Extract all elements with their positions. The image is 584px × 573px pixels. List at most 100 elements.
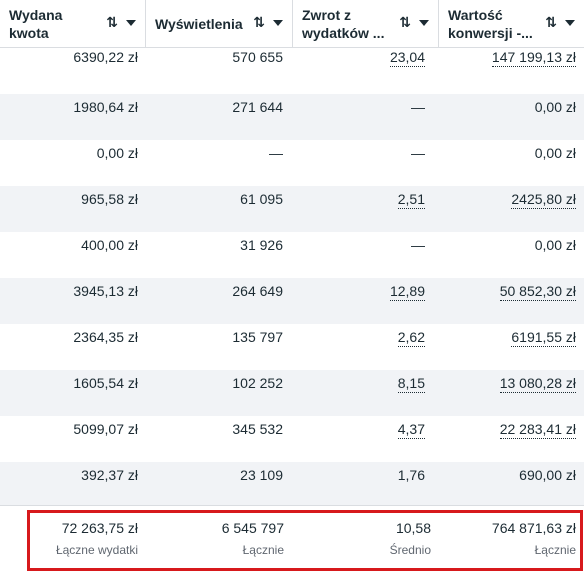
cell-conversion-value: 690,00 zł xyxy=(439,462,576,508)
cell-conversion-value-text: 0,00 zł xyxy=(534,145,576,161)
cell-impressions: — xyxy=(146,140,283,186)
caret-down-icon[interactable] xyxy=(126,19,136,26)
column-header-label: Wartość konwersji -... xyxy=(448,7,533,41)
cell-conversion-value: 0,00 zł xyxy=(439,140,576,186)
cell-roas-text: — xyxy=(411,237,425,253)
cell-spent-text: 1980,64 zł xyxy=(73,99,138,115)
sort-arrows-icon[interactable]: ⇅ xyxy=(399,14,411,30)
column-header-impressions[interactable]: Wyświetlenia ⇅ xyxy=(146,0,293,48)
cell-spent: 965,58 zł xyxy=(0,186,138,232)
cell-impressions-text: 31 926 xyxy=(240,237,283,253)
total-impressions-value: 6 545 797 xyxy=(221,520,284,536)
cell-roas-text[interactable]: 2,51 xyxy=(397,191,425,209)
cell-spent: 1980,64 zł xyxy=(0,94,138,140)
cell-conversion-value-text[interactable]: 22 283,41 zł xyxy=(499,421,576,439)
column-header-label: Wyświetlenia xyxy=(155,16,243,32)
table-row[interactable]: 965,58 zł 61 095 2,51 2425,80 zł xyxy=(0,186,584,232)
cell-impressions: 102 252 xyxy=(146,370,283,416)
cell-conversion-value: 0,00 zł xyxy=(439,94,576,140)
column-header-label: Zwrot z wydatków ... xyxy=(302,7,385,41)
cell-roas: 2,62 xyxy=(293,324,425,370)
cell-roas-text[interactable]: 8,15 xyxy=(397,375,425,393)
cell-roas: 23,04 xyxy=(293,48,425,94)
table-row[interactable]: 1980,64 zł 271 644 — 0,00 zł xyxy=(0,94,584,140)
cell-roas: — xyxy=(293,140,425,186)
cell-roas-text[interactable]: 2,62 xyxy=(397,329,425,347)
cell-spent: 392,37 zł xyxy=(0,462,138,508)
column-header-spent[interactable]: Wydana kwota ⇅ xyxy=(0,0,146,48)
cell-impressions: 264 649 xyxy=(146,278,283,324)
cell-conversion-value-text[interactable]: 147 199,13 zł xyxy=(491,49,576,67)
table-row[interactable]: 392,37 zł 23 109 1,76 690,00 zł xyxy=(0,462,584,508)
cell-impressions: 135 797 xyxy=(146,324,283,370)
table-row[interactable]: 3945,13 zł 264 649 12,89 50 852,30 zł xyxy=(0,278,584,324)
total-spent: 72 263,75 zł Łączne wydatki xyxy=(0,519,138,558)
average-roas-value: 10,58 xyxy=(395,520,431,536)
table-header: Wydana kwota ⇅ Wyświetlenia ⇅ Zwrot z wy… xyxy=(0,0,584,48)
cell-roas-text: — xyxy=(411,99,425,115)
cell-spent: 6390,22 zł xyxy=(0,48,138,94)
cell-impressions: 23 109 xyxy=(146,462,283,508)
cell-conversion-value-text[interactable]: 2425,80 zł xyxy=(511,191,576,209)
cell-conversion-value: 50 852,30 zł xyxy=(439,278,576,324)
cell-conversion-value-text[interactable]: 6191,55 zł xyxy=(511,329,576,347)
cell-roas: 2,51 xyxy=(293,186,425,232)
cell-roas-text[interactable]: 12,89 xyxy=(389,283,425,301)
cell-roas: 12,89 xyxy=(293,278,425,324)
cell-impressions: 570 655 xyxy=(146,48,283,94)
caret-down-icon[interactable] xyxy=(419,19,429,26)
cell-impressions: 345 532 xyxy=(146,416,283,462)
cell-conversion-value-text[interactable]: 13 080,28 zł xyxy=(499,375,576,393)
cell-conversion-value: 13 080,28 zł xyxy=(439,370,576,416)
cell-spent: 0,00 zł xyxy=(0,140,138,186)
totals-highlight-box xyxy=(27,510,583,571)
caret-down-icon[interactable] xyxy=(273,19,283,26)
caret-down-icon[interactable] xyxy=(565,19,575,26)
cell-conversion-value: 6191,55 zł xyxy=(439,324,576,370)
cell-roas: 1,76 xyxy=(293,462,425,508)
table-row[interactable]: 5099,07 zł 345 532 4,37 22 283,41 zł xyxy=(0,416,584,462)
table-row[interactable]: 6390,22 zł 570 655 23,04 147 199,13 zł xyxy=(0,48,584,94)
table-row[interactable]: 1605,54 zł 102 252 8,15 13 080,28 zł xyxy=(0,370,584,416)
cell-spent-text: 6390,22 zł xyxy=(73,49,138,65)
sort-arrows-icon[interactable]: ⇅ xyxy=(253,14,265,30)
cell-conversion-value-text[interactable]: 50 852,30 zł xyxy=(499,283,576,301)
column-header-conversion-value[interactable]: Wartość konwersji -... ⇅ xyxy=(439,0,584,48)
cell-roas: 8,15 xyxy=(293,370,425,416)
cell-impressions-text: 264 649 xyxy=(232,283,283,299)
cell-roas: — xyxy=(293,94,425,140)
total-spent-label: Łączne wydatki xyxy=(55,543,138,557)
cell-spent: 1605,54 zł xyxy=(0,370,138,416)
cell-spent: 5099,07 zł xyxy=(0,416,138,462)
total-conversion-value-value: 764 871,63 zł xyxy=(491,520,576,536)
cell-impressions-text: 271 644 xyxy=(232,99,283,115)
cell-conversion-value: 0,00 zł xyxy=(439,232,576,278)
cell-conversion-value: 147 199,13 zł xyxy=(439,48,576,94)
total-impressions: 6 545 797 Łącznie xyxy=(146,519,284,558)
sort-arrows-icon[interactable]: ⇅ xyxy=(106,14,118,30)
table-row[interactable]: 0,00 zł — — 0,00 zł xyxy=(0,140,584,186)
table-row[interactable]: 400,00 zł 31 926 — 0,00 zł xyxy=(0,232,584,278)
total-spent-value: 72 263,75 zł xyxy=(61,520,138,536)
cell-impressions-text: — xyxy=(269,145,283,161)
cell-roas-text[interactable]: 23,04 xyxy=(389,49,425,67)
cell-roas-text: 1,76 xyxy=(397,467,425,483)
cell-spent-text: 3945,13 zł xyxy=(73,283,138,299)
cell-spent-text: 0,00 zł xyxy=(96,145,138,161)
total-impressions-label: Łącznie xyxy=(242,543,284,557)
cell-spent-text: 1605,54 zł xyxy=(73,375,138,391)
column-header-roas[interactable]: Zwrot z wydatków ... ⇅ xyxy=(293,0,439,48)
cell-impressions-text: 102 252 xyxy=(232,375,283,391)
table-footer-totals: 72 263,75 zł Łączne wydatki 6 545 797 Łą… xyxy=(0,505,584,573)
table-row[interactable]: 2364,35 zł 135 797 2,62 6191,55 zł xyxy=(0,324,584,370)
sort-arrows-icon[interactable]: ⇅ xyxy=(545,14,557,30)
cell-conversion-value-text: 0,00 zł xyxy=(534,237,576,253)
cell-impressions-text: 570 655 xyxy=(232,49,283,65)
cell-conversion-value: 22 283,41 zł xyxy=(439,416,576,462)
cell-roas-text[interactable]: 4,37 xyxy=(397,421,425,439)
cell-impressions: 271 644 xyxy=(146,94,283,140)
cell-spent: 3945,13 zł xyxy=(0,278,138,324)
total-conversion-value-label: Łącznie xyxy=(534,543,576,557)
cell-impressions: 31 926 xyxy=(146,232,283,278)
cell-spent-text: 400,00 zł xyxy=(81,237,138,253)
